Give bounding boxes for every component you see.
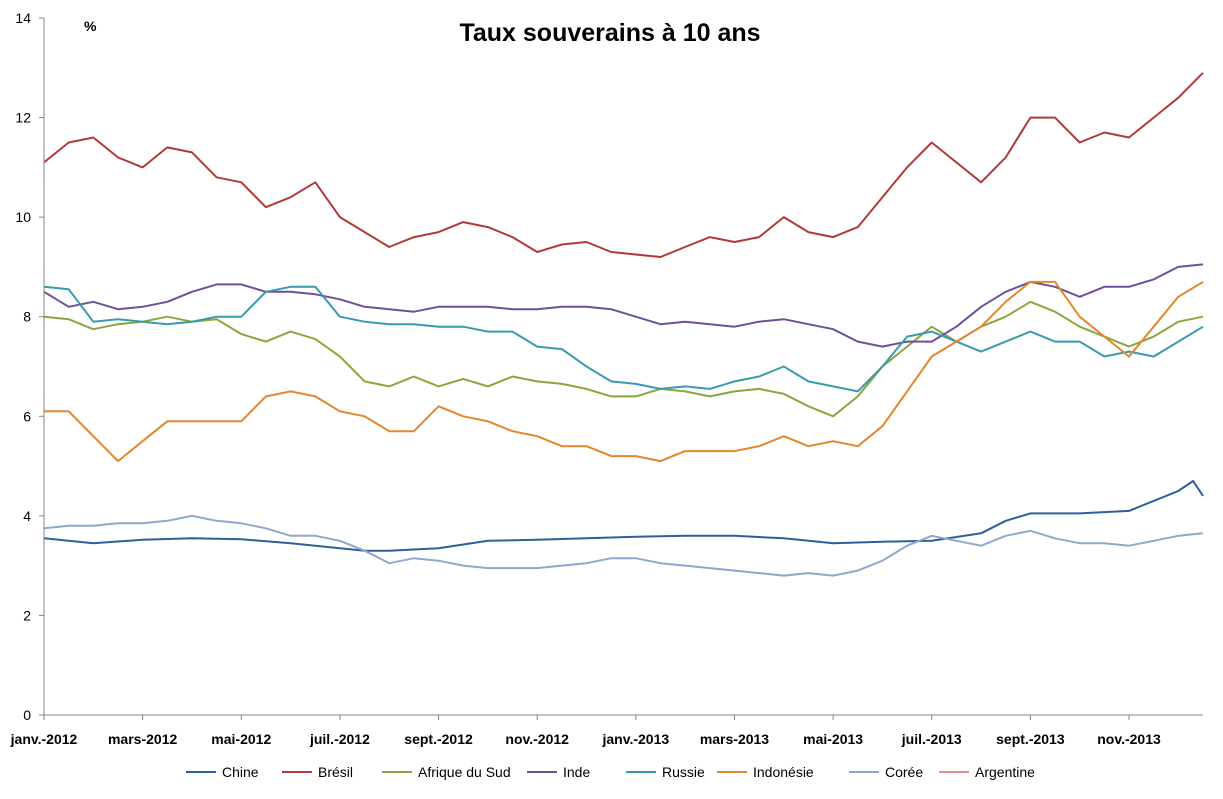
- legend-label-indon-sie: Indonésie: [753, 764, 814, 780]
- series-line-br-sil: [43, 72, 1204, 258]
- legend-label-russie: Russie: [662, 764, 705, 780]
- y-tick-label: 14: [15, 10, 31, 26]
- x-tick-label: nov.-2013: [1097, 731, 1161, 747]
- series-line-russie: [43, 285, 1204, 393]
- y-tick-label: 10: [15, 209, 31, 225]
- y-axis: 0 2 4 6 8 10 12 14: [15, 10, 44, 723]
- x-tick-label: juil.-2013: [901, 731, 962, 747]
- x-tick-label: janv.-2013: [601, 731, 669, 747]
- legend-label-inde: Inde: [563, 764, 590, 780]
- y-tick-label: 8: [23, 309, 31, 325]
- series-line-inde: [43, 263, 1204, 348]
- chart-title: Taux souverains à 10 ans: [459, 19, 760, 47]
- legend-label-br-sil: Brésil: [318, 764, 353, 780]
- y-tick-label: 6: [23, 408, 31, 424]
- x-tick-label: sept.-2012: [404, 731, 473, 747]
- x-tick-label: sept.-2013: [996, 731, 1065, 747]
- x-tick-label: mai-2013: [803, 731, 863, 747]
- x-tick-label: mars-2012: [108, 731, 177, 747]
- y-tick-label: 2: [23, 607, 31, 623]
- x-tick-label: nov.-2012: [505, 731, 569, 747]
- x-tick-label: mars-2013: [700, 731, 769, 747]
- y-tick-label: 12: [15, 110, 31, 126]
- series-lines: [43, 72, 1204, 577]
- legend-label-chine: Chine: [222, 764, 259, 780]
- series-line-chine: [43, 480, 1204, 552]
- x-tick-label: mai-2012: [211, 731, 271, 747]
- y-tick-label: 4: [23, 508, 31, 524]
- y-unit-label: %: [84, 18, 97, 34]
- legend-label-cor-e: Corée: [885, 764, 923, 780]
- legend-label-afrique-du-sud: Afrique du Sud: [418, 764, 511, 780]
- series-line-afrique-du-sud: [43, 300, 1204, 418]
- legend: Chine Brésil Afrique du Sud Inde Russie Indon…: [186, 764, 1035, 780]
- y-tick-label: 0: [23, 707, 31, 723]
- x-axis: janv.-2012 mars-2012 mai-2012 juil.-2012 sep…: [10, 715, 1161, 747]
- series-line-indon-sie: [44, 280, 1204, 463]
- series-line-cor-e: [43, 514, 1204, 577]
- legend-label-argentine: Argentine: [975, 764, 1035, 780]
- x-tick-label: janv.-2012: [10, 731, 78, 747]
- x-tick-label: juil.-2012: [309, 731, 370, 747]
